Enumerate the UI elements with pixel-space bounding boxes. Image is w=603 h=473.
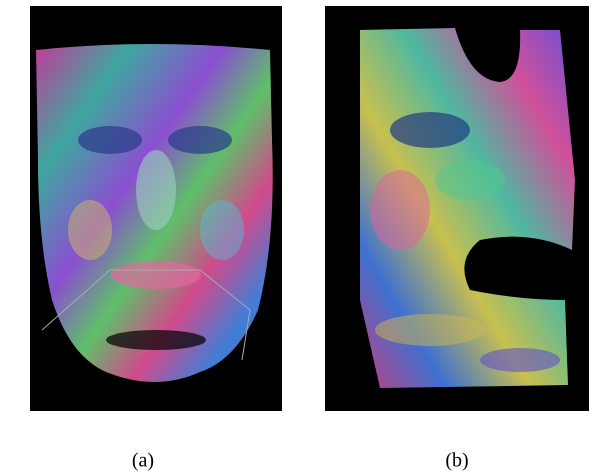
panel-label: (a) xyxy=(132,450,154,472)
page: {"figure": {"panels": [{"label": "(a)"},… xyxy=(0,0,603,473)
panel-a-image xyxy=(30,6,282,411)
panel-label: (b) xyxy=(445,450,468,472)
panel-b-image xyxy=(325,6,589,411)
figure: (a) (b) xyxy=(0,0,603,473)
